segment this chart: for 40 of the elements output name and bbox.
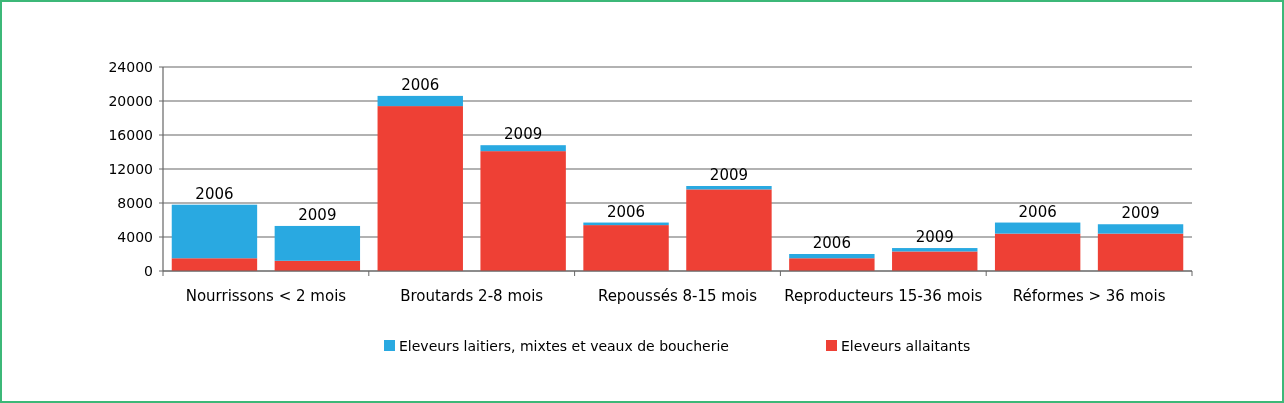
x-tick-label: 2006	[1018, 202, 1057, 221]
bar	[377, 106, 463, 271]
bar	[480, 145, 566, 152]
x-tick-label: 2009	[504, 125, 543, 144]
text: Reproducteurs 15-36 mois	[784, 287, 983, 305]
x-tick-label: 2006	[812, 234, 851, 252]
x-tick-label: 2006	[401, 75, 440, 94]
legend-label: Eleveurs allaitants	[841, 337, 971, 354]
text: Broutards 2-8 mois	[400, 287, 544, 305]
y-tick-label: 12000	[108, 160, 153, 177]
y-tick-label: 24000	[108, 58, 153, 75]
y-tick-label: 8000	[117, 194, 153, 211]
bar	[171, 258, 258, 271]
y-tick-label: 16000	[108, 126, 153, 143]
bar	[171, 204, 258, 259]
x-tick-label: 2006	[606, 202, 646, 221]
bar	[274, 225, 361, 261]
y-tick-label: 20000	[108, 92, 153, 109]
bar	[686, 189, 772, 271]
x-tick-label: 2009	[298, 205, 337, 224]
bar	[994, 233, 1081, 271]
y-tick-label: 0	[144, 262, 153, 279]
bar	[1097, 233, 1184, 271]
x-tick-label: 2009	[1121, 204, 1160, 223]
x-tick-label: 2009	[709, 166, 749, 184]
bar	[1097, 224, 1184, 234]
text: Nourrissons < 2 mois	[185, 287, 347, 305]
bar	[789, 254, 875, 259]
bar	[583, 225, 669, 271]
bar	[994, 222, 1081, 234]
bar	[377, 95, 463, 107]
legend-label: Eleveurs laitiers, mixtes et veaux de boucherie	[399, 337, 729, 354]
text: Réformes > 36 mois	[1012, 287, 1166, 305]
x-tick-label: 2009	[915, 228, 954, 247]
text: Repoussés 8-15 mois	[597, 287, 758, 305]
x-tick-label: 2006	[195, 184, 234, 203]
y-tick-label: 4000	[117, 228, 153, 245]
bar	[892, 251, 978, 271]
bar	[480, 151, 566, 271]
bar	[789, 258, 875, 271]
